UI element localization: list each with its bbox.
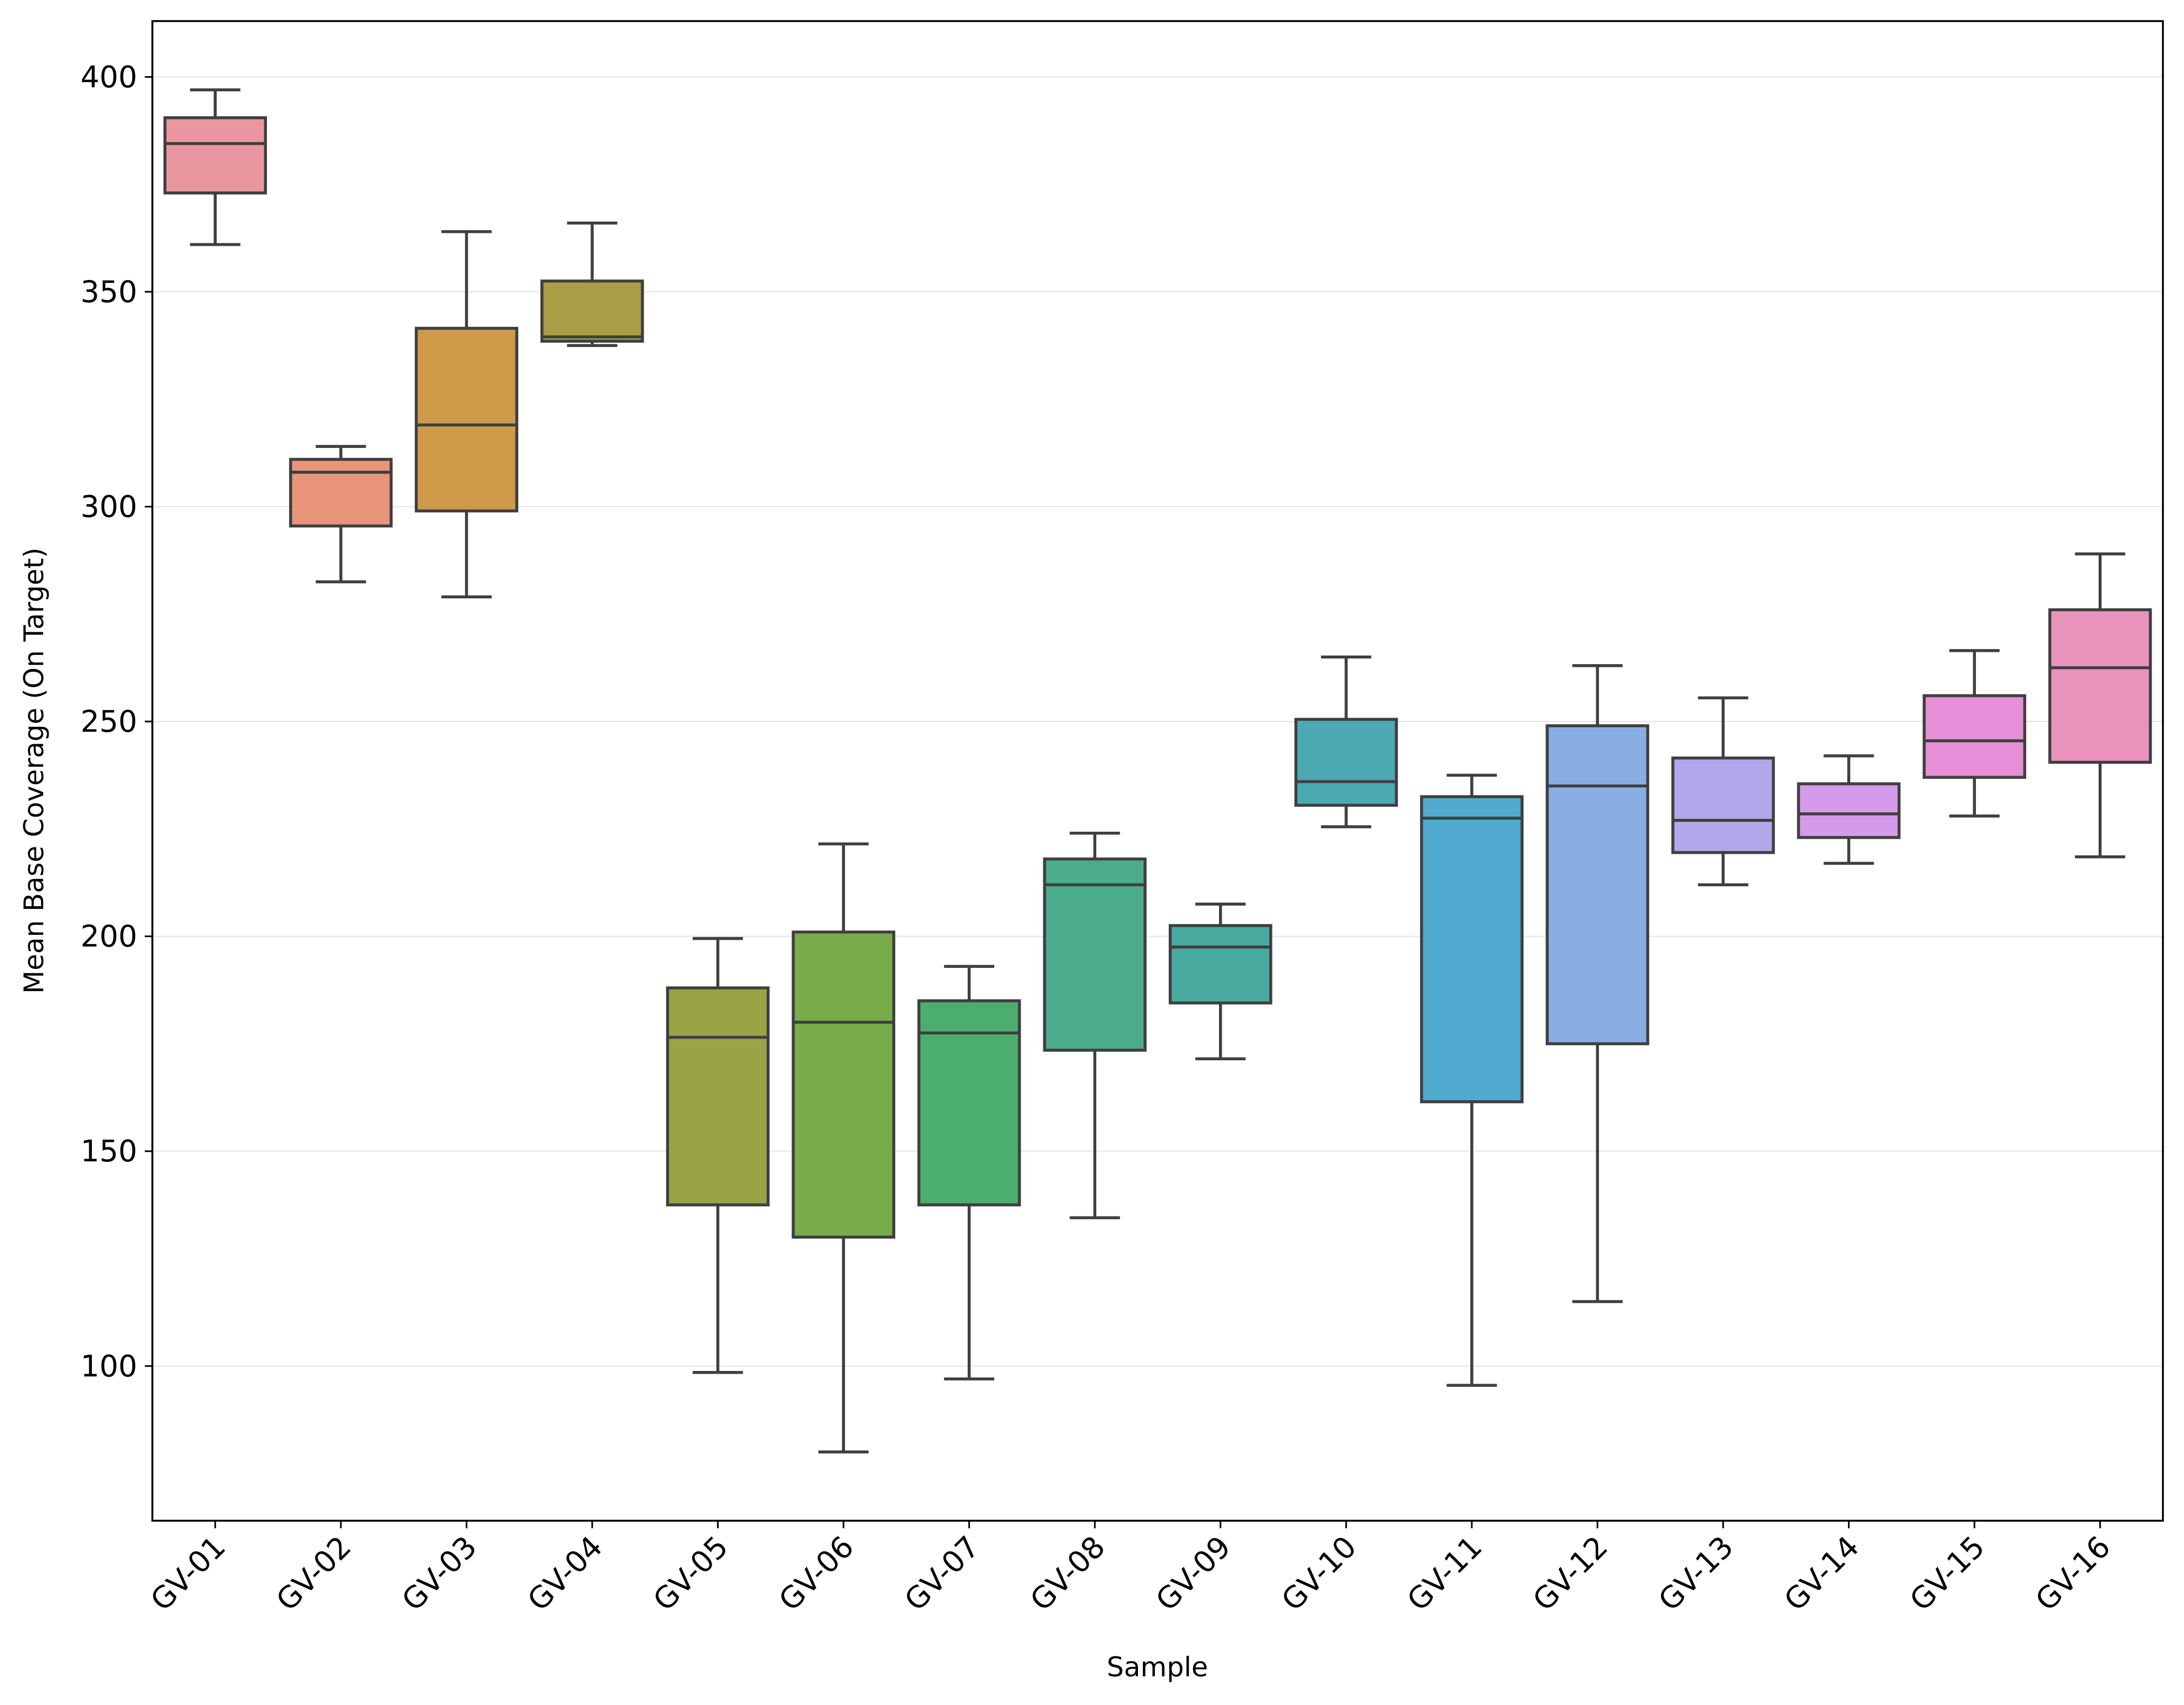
box-GV-11 [1420, 773, 1524, 1387]
y-tick-label-250: 250 [81, 704, 137, 739]
y-tick-label-300: 300 [81, 489, 137, 524]
box-GV-04 [540, 221, 644, 347]
iqr-box [1420, 795, 1524, 1104]
y-axis-ticks: 100 150 200 250 300 350 400 [81, 59, 152, 1383]
iqr-box [792, 930, 895, 1239]
box-GV-07 [917, 965, 1021, 1381]
iqr-box [1671, 756, 1775, 854]
plot-frame [151, 20, 2164, 1522]
box-GV-03 [414, 230, 519, 599]
iqr-box [414, 326, 519, 513]
iqr-box [917, 999, 1021, 1207]
iqr-box [1922, 694, 2026, 779]
y-tick-label-150: 150 [81, 1134, 137, 1168]
iqr-box [540, 279, 644, 343]
boxes [163, 88, 2152, 1454]
iqr-box [2048, 608, 2152, 764]
iqr-box [1043, 857, 1147, 1052]
x-axis-title: Sample [1107, 1651, 1208, 1683]
box-GV-12 [1545, 664, 1650, 1303]
box-GV-06 [792, 842, 895, 1454]
box-GV-01 [163, 88, 267, 246]
iqr-box [1545, 724, 1650, 1046]
iqr-box [1294, 718, 1398, 807]
box-GV-13 [1671, 696, 1775, 886]
iqr-box [163, 116, 267, 195]
box-GV-08 [1043, 832, 1147, 1220]
box-GV-16 [2048, 552, 2152, 859]
iqr-box [1169, 924, 1272, 1005]
y-tick-label-100: 100 [81, 1349, 137, 1383]
box-GV-15 [1922, 649, 2026, 818]
iqr-box [666, 986, 770, 1207]
y-tick-label-200: 200 [81, 919, 137, 954]
iqr-box [1797, 782, 1901, 839]
box-GV-05 [666, 937, 770, 1374]
y-tick-label-400: 400 [81, 59, 137, 94]
y-tick-label-350: 350 [81, 275, 137, 309]
iqr-box [289, 458, 393, 528]
box-GV-09 [1169, 902, 1272, 1060]
box-GV-10 [1294, 656, 1398, 828]
box-GV-02 [289, 445, 393, 584]
box-GV-14 [1797, 754, 1901, 865]
y-axis-title: Mean Base Coverage (On Target) [18, 547, 50, 994]
